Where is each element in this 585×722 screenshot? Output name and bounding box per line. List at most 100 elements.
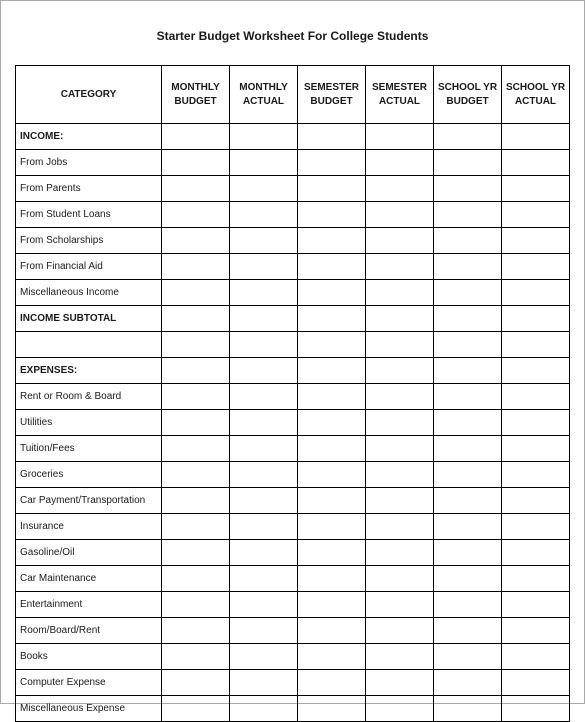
value-cell <box>434 462 502 488</box>
value-cell <box>162 150 230 176</box>
value-cell <box>162 384 230 410</box>
category-cell: Insurance <box>16 514 162 540</box>
value-cell <box>502 228 570 254</box>
value-cell <box>298 228 366 254</box>
table-row: Tuition/Fees <box>16 436 570 462</box>
table-row: EXPENSES: <box>16 358 570 384</box>
category-cell: INCOME: <box>16 124 162 150</box>
value-cell <box>502 358 570 384</box>
value-cell <box>366 410 434 436</box>
value-cell <box>434 618 502 644</box>
table-row: Rent or Room & Board <box>16 384 570 410</box>
value-cell <box>502 306 570 332</box>
category-cell: Miscellaneous Expense <box>16 696 162 722</box>
category-cell: Rent or Room & Board <box>16 384 162 410</box>
category-cell: Entertainment <box>16 592 162 618</box>
value-cell <box>298 462 366 488</box>
category-cell: Miscellaneous Income <box>16 280 162 306</box>
value-cell <box>502 592 570 618</box>
value-cell <box>162 332 230 358</box>
value-cell <box>230 332 298 358</box>
value-cell <box>434 228 502 254</box>
value-cell <box>502 150 570 176</box>
value-cell <box>502 462 570 488</box>
table-row: From Student Loans <box>16 202 570 228</box>
value-cell <box>162 306 230 332</box>
value-cell <box>298 514 366 540</box>
value-cell <box>502 540 570 566</box>
value-cell <box>162 618 230 644</box>
category-cell: From Financial Aid <box>16 254 162 280</box>
value-cell <box>230 436 298 462</box>
value-cell <box>230 384 298 410</box>
category-cell: Computer Expense <box>16 670 162 696</box>
value-cell <box>230 228 298 254</box>
value-cell <box>298 696 366 722</box>
table-row: Computer Expense <box>16 670 570 696</box>
value-cell <box>230 150 298 176</box>
value-cell <box>434 332 502 358</box>
value-cell <box>434 358 502 384</box>
value-cell <box>298 280 366 306</box>
category-cell: Car Maintenance <box>16 566 162 592</box>
value-cell <box>298 488 366 514</box>
table-row: Car Maintenance <box>16 566 570 592</box>
value-cell <box>230 644 298 670</box>
value-cell <box>298 540 366 566</box>
table-row: Room/Board/Rent <box>16 618 570 644</box>
value-cell <box>434 644 502 670</box>
page-title: Starter Budget Worksheet For College Stu… <box>15 29 570 43</box>
category-cell: Car Payment/Transportation <box>16 488 162 514</box>
value-cell <box>162 670 230 696</box>
value-cell <box>434 176 502 202</box>
value-cell <box>298 306 366 332</box>
col-category: CATEGORY <box>16 66 162 124</box>
value-cell <box>434 696 502 722</box>
value-cell <box>502 488 570 514</box>
table-row: Miscellaneous Expense <box>16 696 570 722</box>
value-cell <box>502 332 570 358</box>
category-cell: Groceries <box>16 462 162 488</box>
category-cell: INCOME SUBTOTAL <box>16 306 162 332</box>
table-row: Groceries <box>16 462 570 488</box>
value-cell <box>366 202 434 228</box>
value-cell <box>230 124 298 150</box>
table-row <box>16 332 570 358</box>
value-cell <box>366 566 434 592</box>
value-cell <box>434 254 502 280</box>
value-cell <box>230 618 298 644</box>
value-cell <box>366 696 434 722</box>
col-monthly-budget: MONTHLY BUDGET <box>162 66 230 124</box>
value-cell <box>502 384 570 410</box>
value-cell <box>366 124 434 150</box>
value-cell <box>502 280 570 306</box>
value-cell <box>298 384 366 410</box>
value-cell <box>298 670 366 696</box>
worksheet-page: Starter Budget Worksheet For College Stu… <box>0 0 585 704</box>
value-cell <box>230 670 298 696</box>
value-cell <box>434 306 502 332</box>
value-cell <box>434 540 502 566</box>
value-cell <box>366 332 434 358</box>
value-cell <box>298 254 366 280</box>
value-cell <box>434 670 502 696</box>
category-cell: Gasoline/Oil <box>16 540 162 566</box>
value-cell <box>366 176 434 202</box>
category-cell: From Parents <box>16 176 162 202</box>
category-cell: Tuition/Fees <box>16 436 162 462</box>
value-cell <box>366 540 434 566</box>
value-cell <box>298 176 366 202</box>
value-cell <box>230 566 298 592</box>
table-row: From Financial Aid <box>16 254 570 280</box>
value-cell <box>502 202 570 228</box>
value-cell <box>162 254 230 280</box>
value-cell <box>366 358 434 384</box>
value-cell <box>366 514 434 540</box>
table-row: Utilities <box>16 410 570 436</box>
value-cell <box>230 202 298 228</box>
table-row: Entertainment <box>16 592 570 618</box>
value-cell <box>298 332 366 358</box>
value-cell <box>162 228 230 254</box>
value-cell <box>502 176 570 202</box>
header-row: CATEGORY MONTHLY BUDGET MONTHLY ACTUAL S… <box>16 66 570 124</box>
